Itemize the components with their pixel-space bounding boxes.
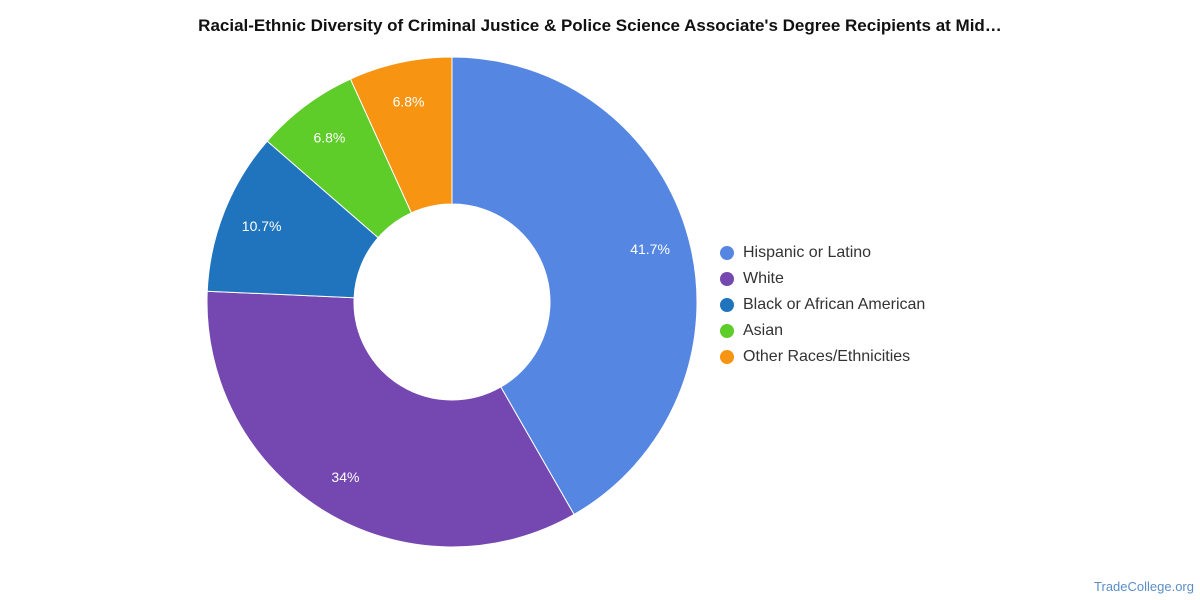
legend-swatch	[720, 350, 734, 364]
chart-legend: Hispanic or Latino White Black or African …	[720, 240, 925, 370]
legend-item[interactable]: Asian	[720, 318, 925, 344]
slice-label: 34%	[331, 469, 359, 485]
source-footer[interactable]: TradeCollege.org	[1094, 579, 1194, 594]
legend-swatch	[720, 298, 734, 312]
slice-hispanic-or-latino[interactable]	[451, 56, 698, 516]
slice-label: 6.8%	[313, 130, 345, 146]
legend-label: White	[743, 270, 784, 287]
legend-label: Asian	[743, 322, 784, 339]
slice-white[interactable]	[206, 290, 575, 548]
legend-item[interactable]: Black or African American	[720, 292, 925, 318]
legend-item[interactable]: Other Races/Ethnicities	[720, 344, 925, 370]
legend-swatch	[720, 246, 734, 260]
legend-label: Hispanic or Latino	[743, 244, 872, 261]
slice-label: 10.7%	[242, 218, 282, 234]
slice-black-or-african-american[interactable]	[206, 140, 379, 299]
chart-title: Racial-Ethnic Diversity of Criminal Just…	[198, 16, 1002, 35]
legend-label: Other Races/Ethnicities	[743, 348, 911, 365]
slice-other-races-ethnicities[interactable]	[349, 56, 453, 214]
legend-item[interactable]: Hispanic or Latino	[720, 240, 925, 266]
legend-label: Black or African American	[743, 296, 926, 313]
legend-item[interactable]: White	[720, 266, 925, 292]
legend-swatch	[720, 324, 734, 338]
legend-swatch	[720, 272, 734, 286]
slice-label: 6.8%	[393, 94, 425, 110]
slice-label: 41.7%	[630, 241, 670, 257]
